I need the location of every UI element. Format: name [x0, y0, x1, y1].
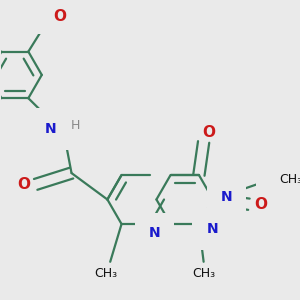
Text: N: N	[220, 190, 232, 204]
Text: N: N	[45, 122, 57, 136]
Text: O: O	[53, 9, 66, 24]
Text: N: N	[149, 226, 161, 241]
Text: H: H	[70, 119, 80, 132]
Text: O: O	[202, 125, 215, 140]
Text: N: N	[206, 222, 218, 236]
Text: CH₃: CH₃	[94, 267, 117, 280]
Text: CH₃: CH₃	[192, 267, 215, 280]
Text: O: O	[17, 177, 30, 192]
Text: O: O	[254, 197, 267, 212]
Text: CH₃: CH₃	[279, 173, 300, 186]
